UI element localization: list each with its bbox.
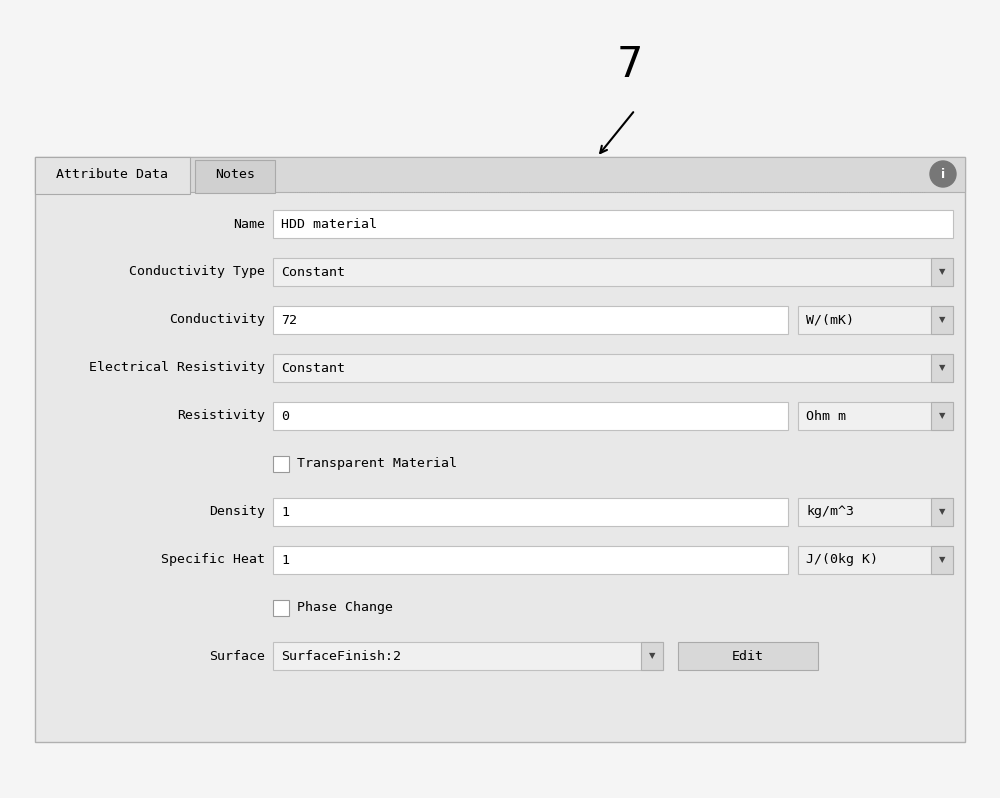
Bar [273,306,788,334]
Text: Name: Name [233,218,265,231]
Text: HDD material: HDD material [281,218,377,231]
Text: Electrical Resistivity: Electrical Resistivity [89,361,265,374]
Bar [273,210,953,238]
Text: Constant: Constant [281,361,345,374]
Text: 7: 7 [617,44,643,86]
Text: Attribute Data: Attribute Data [56,168,168,181]
Text: Edit: Edit [732,650,764,662]
Text: J/(0kg K): J/(0kg K) [806,554,878,567]
Text: 1: 1 [281,554,289,567]
Bar [798,498,953,526]
Bar [641,642,663,670]
Bar [798,306,953,334]
Bar [273,402,788,430]
Bar [931,498,953,526]
Text: ▼: ▼ [939,555,945,564]
Text: W/(mK): W/(mK) [806,314,854,326]
Bar [273,354,953,382]
Text: ▼: ▼ [939,508,945,516]
Bar [35,157,965,192]
Bar [931,354,953,382]
Text: 72: 72 [281,314,297,326]
Text: Constant: Constant [281,266,345,279]
Text: Specific Heat: Specific Heat [161,554,265,567]
Bar [931,258,953,286]
Text: Ohm m: Ohm m [806,409,846,422]
Text: SurfaceFinish:2: SurfaceFinish:2 [281,650,401,662]
Text: Notes: Notes [215,168,255,181]
Bar [273,498,788,526]
Bar [798,402,953,430]
Text: ▼: ▼ [939,364,945,373]
Text: ▼: ▼ [939,412,945,421]
Text: ▼: ▼ [939,267,945,276]
Text: ▼: ▼ [939,315,945,325]
Bar [931,306,953,334]
Text: 0: 0 [281,409,289,422]
Bar [273,642,663,670]
Bar [35,157,965,742]
Bar [195,160,275,193]
Text: i: i [941,168,945,180]
Bar [678,642,818,670]
Bar [273,546,788,574]
Bar [35,157,190,194]
Text: 1: 1 [281,505,289,519]
Text: Surface: Surface [209,650,265,662]
Text: Phase Change: Phase Change [297,602,393,614]
Bar [273,258,953,286]
Circle shape [930,161,956,187]
Bar [273,600,289,616]
Text: Density: Density [209,505,265,519]
Text: ▼: ▼ [649,651,655,661]
Bar [798,546,953,574]
Bar [931,546,953,574]
Text: kg/m^3: kg/m^3 [806,505,854,519]
Text: Conductivity: Conductivity [169,314,265,326]
Bar [931,402,953,430]
Bar [273,456,289,472]
Text: Transparent Material: Transparent Material [297,457,457,471]
Text: Conductivity Type: Conductivity Type [129,266,265,279]
Text: Resistivity: Resistivity [177,409,265,422]
